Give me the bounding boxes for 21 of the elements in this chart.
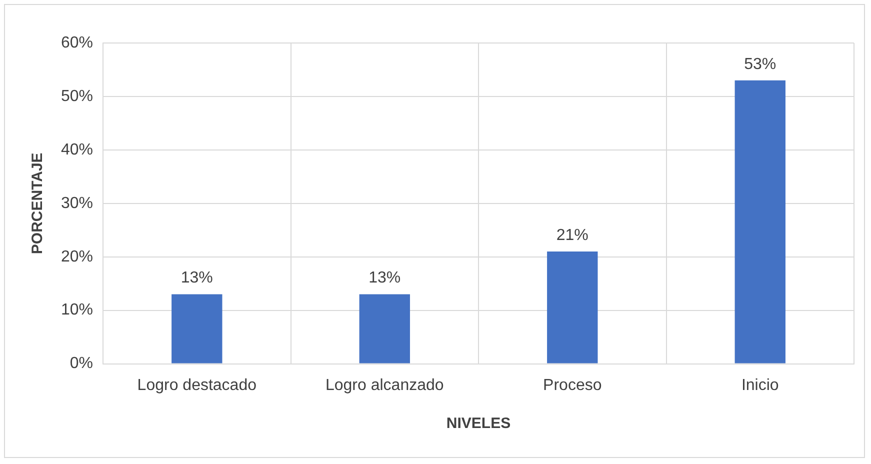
- data-label: 13%: [180, 270, 213, 287]
- x-tick-label: Inicio: [741, 376, 779, 394]
- bar: [734, 80, 786, 364]
- bar: [172, 294, 222, 364]
- x-axis-title: NIVELES: [446, 415, 511, 432]
- y-axis-title: PORCENTAJE: [29, 152, 46, 254]
- x-tick-label: Logro alcanzado: [325, 376, 444, 394]
- y-tick-label: 40%: [60, 141, 94, 158]
- x-tick-label: Proceso: [543, 376, 602, 394]
- data-label: 53%: [744, 56, 776, 73]
- y-tick-label: 20%: [60, 248, 94, 266]
- bar: [359, 294, 410, 364]
- bar: [547, 252, 598, 364]
- y-tick-label: 10%: [60, 302, 94, 319]
- x-tick-label: Logro destacado: [137, 376, 257, 394]
- y-tick-label: 30%: [60, 194, 94, 212]
- data-label: 13%: [368, 270, 401, 287]
- data-label: 21%: [556, 226, 588, 244]
- y-tick-label: 60%: [60, 34, 94, 52]
- y-tick-label: 50%: [60, 88, 94, 105]
- y-tick-label: 0%: [70, 355, 94, 372]
